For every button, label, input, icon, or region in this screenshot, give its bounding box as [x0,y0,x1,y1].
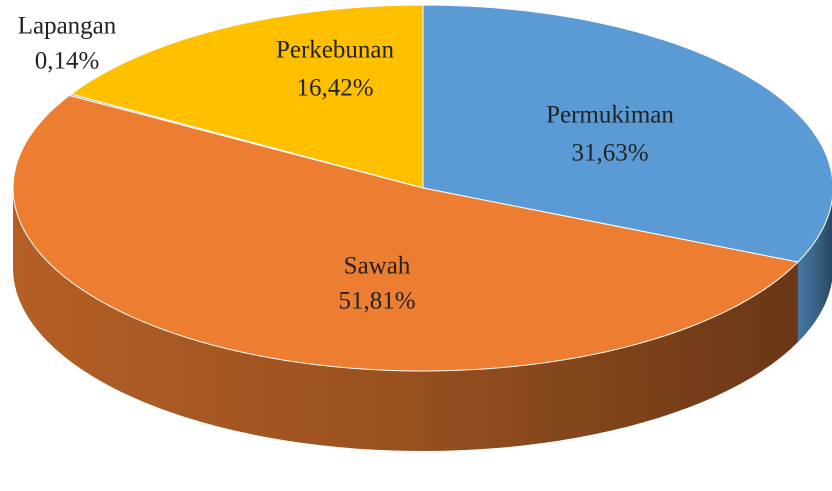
slice-side-shade [797,200,832,343]
slice-label: Sawah [344,253,411,280]
slice-side-shade [13,188,798,451]
slice-label: Permukiman [546,102,674,129]
slice [12,94,799,372]
slice-value-label: 0,14% [35,48,100,75]
slice [69,4,424,189]
slice-label: Lapangan [18,13,117,40]
slice-value-label: 51,81% [338,288,415,315]
slice [422,4,832,263]
slice-value-label: 16,42% [296,75,373,102]
slice-value-label: 31,63% [571,140,648,167]
slice-label: Perkebunan [276,37,395,64]
